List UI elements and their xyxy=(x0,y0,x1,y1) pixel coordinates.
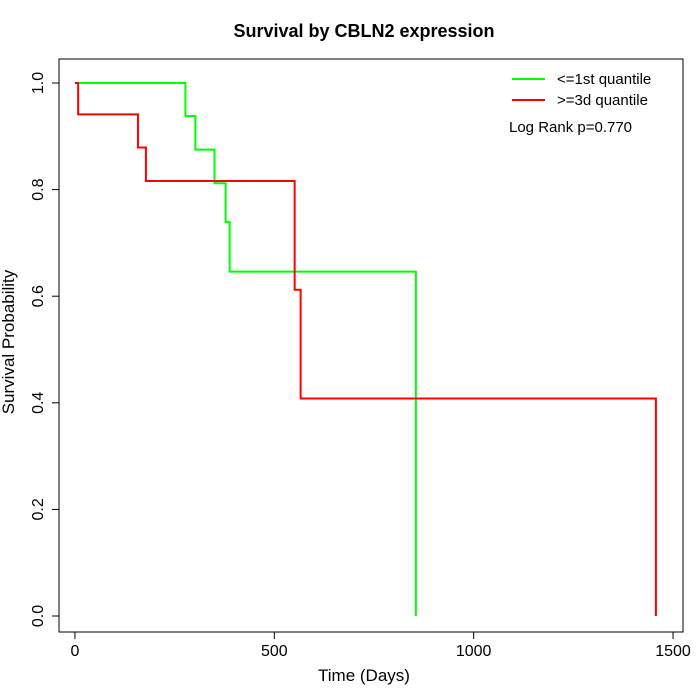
y-tick-label: 0.6 xyxy=(30,285,47,307)
survival-curve-2 xyxy=(74,81,657,617)
legend: <=1st quantile >=3d quantile xyxy=(512,71,651,109)
y-axis: 0.0 0.2 0.4 0.6 0.8 1.0 xyxy=(30,72,60,627)
legend-label: <=1st quantile xyxy=(557,71,651,88)
y-tick-label: 0.8 xyxy=(30,178,47,200)
y-tick-label: 0.4 xyxy=(30,392,47,414)
y-axis-label: Survival Probability xyxy=(0,269,18,414)
survival-curves xyxy=(74,81,657,617)
chart-title: Survival by CBLN2 expression xyxy=(233,21,494,41)
legend-label: >=3d quantile xyxy=(557,92,648,109)
x-tick-label: 500 xyxy=(261,643,288,660)
survival-curve-1 xyxy=(74,81,417,617)
y-tick-label: 1.0 xyxy=(30,72,47,94)
x-tick-label: 1500 xyxy=(655,643,691,660)
y-tick-label: 0.0 xyxy=(30,605,47,627)
y-tick-label: 0.2 xyxy=(30,498,47,520)
plot-frame xyxy=(58,58,684,633)
x-axis-label: Time (Days) xyxy=(318,666,410,685)
x-tick-label: 0 xyxy=(70,643,79,660)
x-axis: 0 500 1000 1500 xyxy=(70,631,691,660)
log-rank-annotation: Log Rank p=0.770 xyxy=(509,119,632,136)
x-tick-label: 1000 xyxy=(456,643,492,660)
